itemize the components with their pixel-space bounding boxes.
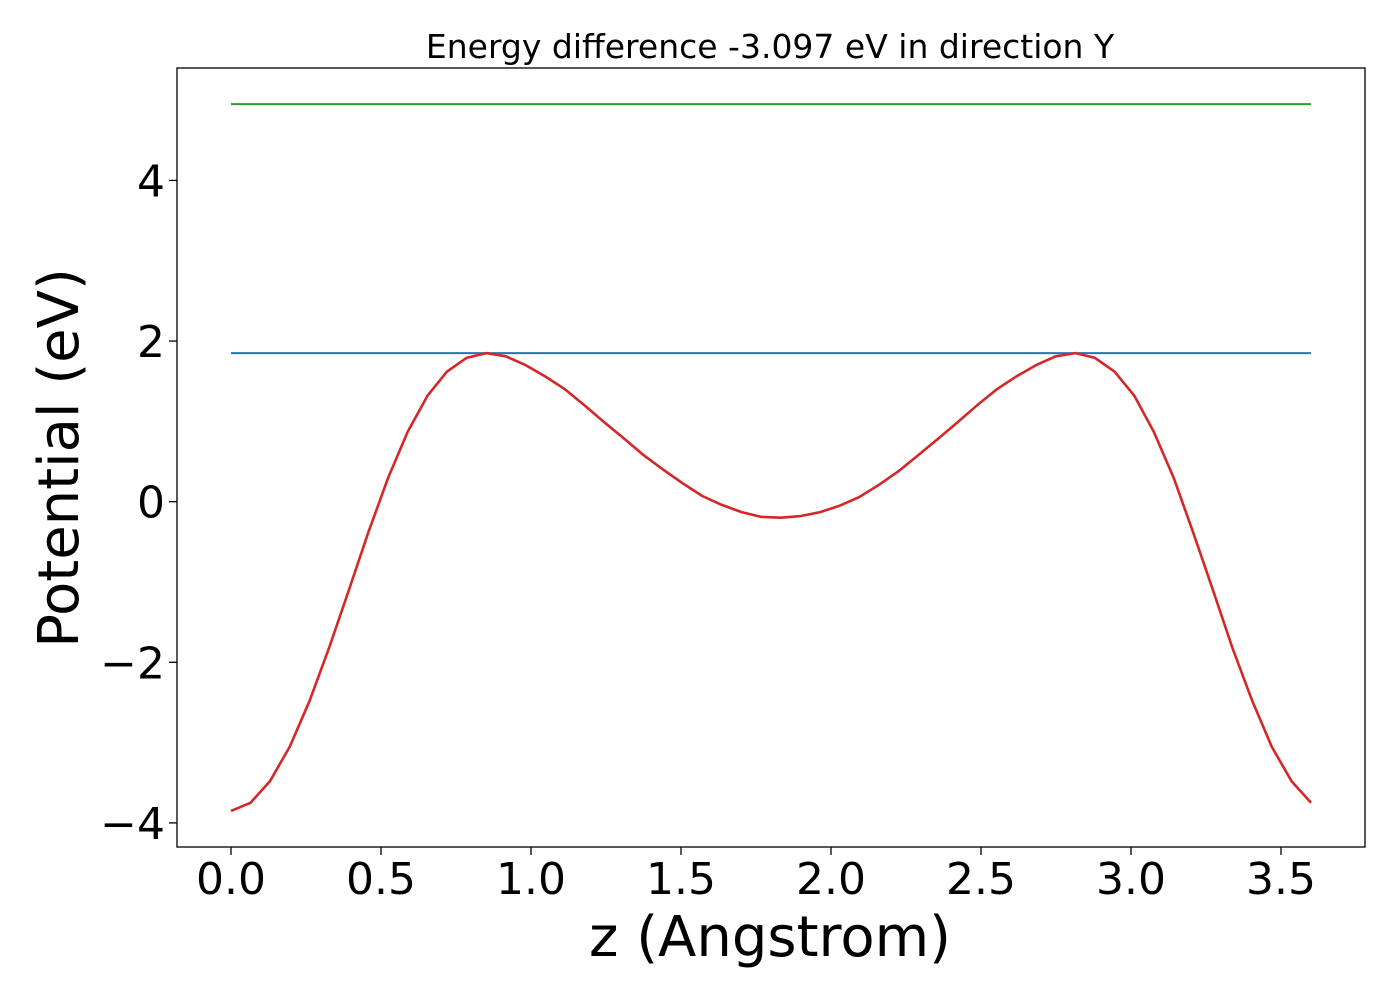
plot-frame: [176, 67, 1366, 848]
series-line-3: [230, 351, 1312, 813]
x-axis-label: z (Angstrom): [589, 905, 951, 970]
plot-lines: [230, 103, 1312, 813]
x-tick-label: 1.0: [496, 854, 566, 905]
x-axis-ticks: 0.0 0.5 1.0 1.5 2.0 2.5 3.0 3.5: [196, 847, 1316, 905]
x-tick-label: 1.5: [646, 854, 716, 905]
y-axis-ticks: −4 −2 0 2 4: [100, 156, 177, 850]
y-tick-label: −4: [100, 799, 165, 850]
x-tick-label: 0.5: [346, 854, 416, 905]
y-axis-label: Potential (eV): [27, 268, 92, 648]
y-tick-label: 4: [137, 156, 165, 207]
x-tick-label: 3.0: [1096, 854, 1166, 905]
x-tick-label: 2.5: [946, 854, 1016, 905]
x-tick-label: 3.5: [1246, 854, 1316, 905]
y-tick-label: −2: [100, 638, 165, 689]
chart-title: Energy difference -3.097 eV in direction…: [426, 27, 1115, 66]
x-tick-label: 0.0: [196, 854, 266, 905]
y-tick-label: 0: [137, 478, 165, 529]
y-tick-label: 2: [137, 317, 165, 368]
x-tick-label: 2.0: [796, 854, 866, 905]
